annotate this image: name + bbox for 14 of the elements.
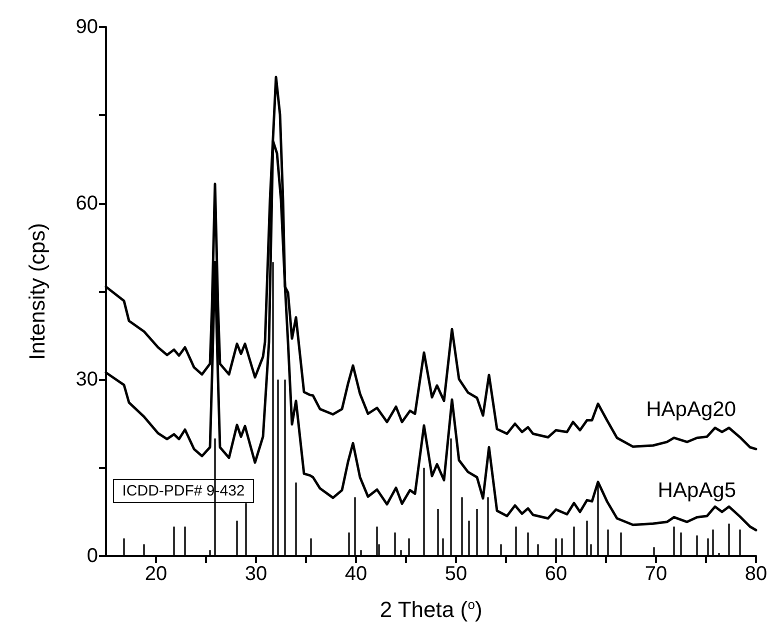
series-label: HApAg20 <box>646 398 736 422</box>
y-tick-label: 60 <box>76 192 98 214</box>
x-tick-label: 80 <box>744 563 768 585</box>
y-tick-label: 0 <box>86 545 98 567</box>
x-tick-label: 40 <box>344 563 368 585</box>
x-tick-label: 50 <box>444 563 468 585</box>
y-tick-label: 90 <box>76 16 98 38</box>
y-tick-label: 30 <box>76 368 98 391</box>
series-label: HApAg5 <box>658 479 736 502</box>
x-tick-label: 60 <box>544 563 568 585</box>
x-tick-label: 70 <box>644 563 668 585</box>
y-axis-title: Intensity (cps) <box>24 223 50 360</box>
x-tick-label: 20 <box>144 563 168 585</box>
x-tick-label: 30 <box>244 563 268 585</box>
